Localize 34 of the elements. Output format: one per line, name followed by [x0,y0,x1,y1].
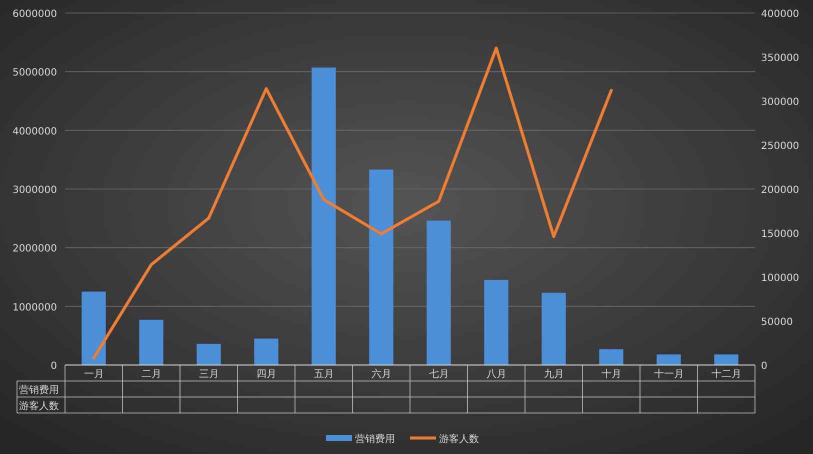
x-tick-label: 三月 [198,369,219,380]
y2-tick-label: 100000 [761,273,800,284]
x-tick-label: 二月 [141,369,162,380]
legend-label: 营销费用 [355,433,395,445]
legend-游客人数: 游客人数 [410,434,479,445]
text: 游客人数 [19,401,59,412]
x-tick-label: 九月 [544,368,564,380]
y-tick-label: 0 [50,361,57,372]
y2-tick-label: 300000 [761,97,800,108]
x-tick-label: 十月 [601,368,622,380]
x-tick-label: 十二月 [711,368,742,380]
legend-label: 游客人数 [439,433,479,445]
x-tick-label: 一月 [84,369,104,380]
y-tick-label: 6000000 [12,9,57,20]
y2-tick-label: 50000 [761,317,793,328]
y2-tick-label: 0 [761,361,768,372]
y-tick-label: 1000000 [12,302,57,314]
y2-tick-label: 400000 [761,9,800,20]
x-tick-label: 七月 [428,368,449,380]
x-tick-label: 五月 [314,369,334,380]
text: 营销费用 [19,385,59,396]
y2-tick-label: 250000 [761,141,800,152]
y2-tick-label: 350000 [761,53,800,64]
x-tick-label: 四月 [256,369,276,380]
x-tick-label: 十一月 [654,368,684,380]
y-tick-label: 5000000 [12,68,57,79]
x-tick-label: 六月 [371,368,392,380]
y-tick-label: 2000000 [12,244,57,255]
y2-tick-label: 150000 [761,229,800,240]
legend-营销费用: 营销费用 [326,434,395,445]
y2-tick-label: 200000 [761,185,800,196]
y-tick-label: 4000000 [12,126,57,138]
y-tick-label: 3000000 [12,185,57,196]
x-tick-label: 八月 [486,369,506,380]
